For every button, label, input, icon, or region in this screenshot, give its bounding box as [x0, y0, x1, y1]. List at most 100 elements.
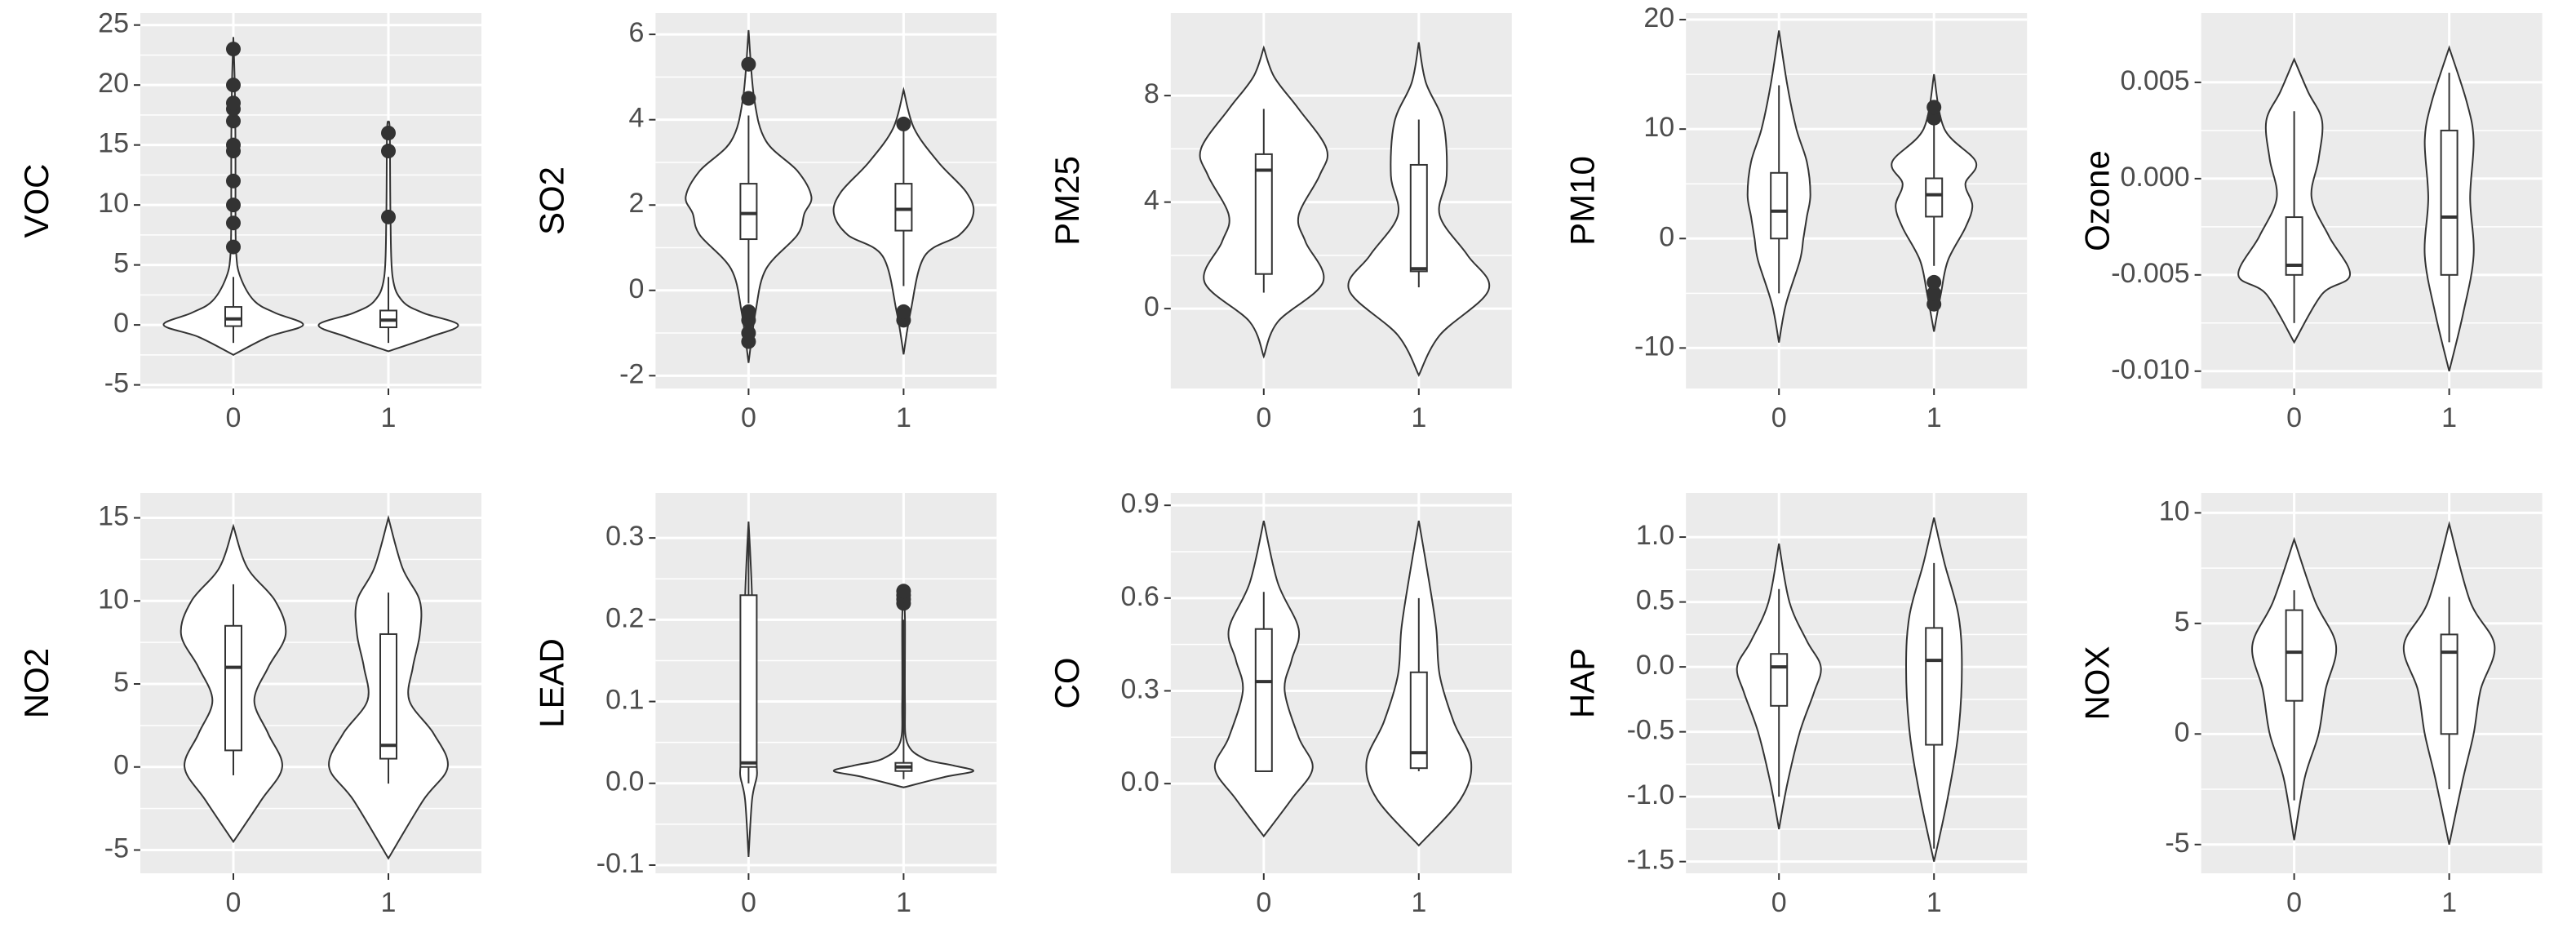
outlier — [1926, 296, 1942, 312]
y-tick-label: 5 — [113, 667, 129, 698]
outlier — [741, 91, 756, 106]
y-tick-label: -1.5 — [1627, 845, 1675, 876]
y-tick-label: 15 — [98, 501, 129, 532]
box — [2285, 609, 2303, 702]
y-tick-label: 0 — [628, 273, 644, 304]
y-tick-label: -0.5 — [1627, 715, 1675, 746]
y-tick-label: 2 — [628, 188, 644, 219]
violin — [317, 120, 459, 353]
box — [739, 594, 758, 768]
box — [2440, 129, 2459, 276]
panel-background — [1170, 493, 1512, 873]
x-tick-label: 0 — [741, 887, 756, 918]
y-tick-label: 8 — [1144, 78, 1159, 109]
y-tick-label: -2 — [619, 358, 644, 389]
x-tick-label: 1 — [2441, 402, 2457, 433]
box — [1770, 653, 1789, 707]
outlier — [226, 95, 241, 111]
box — [1770, 171, 1789, 240]
panel-background — [1686, 493, 2028, 873]
y-tick-label: 10 — [2159, 495, 2190, 526]
outlier — [381, 209, 396, 224]
y-axis-label: PM25 — [1048, 156, 1086, 246]
y-tick-label: 0.0 — [605, 766, 644, 797]
y-tick-label: 20 — [1643, 2, 1674, 33]
panel-background — [1686, 13, 2028, 388]
panel: -0.010 -0.005 0.000 0.005 0 1 Ozone — [2078, 13, 2543, 433]
y-tick-label: 0.0 — [1636, 650, 1674, 681]
outlier — [226, 78, 241, 93]
x-tick-label: 0 — [1771, 402, 1787, 433]
y-tick-label: 5 — [2175, 606, 2190, 637]
y-tick-label: 0.2 — [605, 602, 644, 633]
y-tick-label: -0.1 — [596, 848, 645, 879]
outlier — [226, 113, 241, 129]
outlier — [226, 137, 241, 153]
panel: -5 0 5 10 15 20 25 0 1 VOC — [17, 8, 481, 433]
x-tick-label: 1 — [381, 887, 397, 918]
y-tick-label: 4 — [628, 103, 644, 134]
outlier — [741, 56, 756, 72]
x-tick-label: 1 — [1411, 887, 1426, 918]
panel: -10 0 10 20 0 1 PM10 — [1563, 2, 2028, 433]
y-tick-label: -0.005 — [2111, 258, 2189, 289]
y-tick-label: 0 — [1659, 221, 1674, 252]
x-tick-label: 0 — [226, 402, 242, 433]
y-axis-label: PM10 — [1563, 156, 1601, 246]
x-tick-label: 0 — [226, 887, 242, 918]
y-tick-label: 0.000 — [2121, 162, 2190, 193]
box — [1409, 671, 1428, 770]
box — [1254, 153, 1273, 275]
outlier — [226, 173, 241, 189]
outlier — [741, 326, 756, 341]
y-axis-label: HAP — [1563, 648, 1601, 718]
y-tick-label: 0 — [113, 308, 129, 339]
x-tick-label: 1 — [896, 887, 911, 918]
y-axis-label: CO — [1048, 658, 1086, 709]
panel: -1.5 -1.0 -0.5 0.0 0.5 1.0 0 1 HAP — [1563, 493, 2028, 918]
panel: -0.1 0.0 0.1 0.2 0.3 0 1 LEAD — [532, 493, 997, 918]
y-tick-label: 0.0 — [1121, 766, 1159, 797]
y-axis-label: SO2 — [532, 166, 570, 235]
box — [379, 633, 397, 760]
y-tick-label: 6 — [628, 17, 644, 48]
outlier — [1926, 100, 1942, 115]
y-tick-label: 0.1 — [605, 685, 644, 716]
x-tick-label: 1 — [381, 402, 397, 433]
y-axis-label: VOC — [17, 163, 55, 238]
outlier — [1926, 286, 1942, 301]
panel-background — [2201, 13, 2543, 388]
outlier — [381, 125, 396, 140]
y-tick-label: 0.6 — [1121, 581, 1159, 612]
outlier — [381, 144, 396, 159]
panel: -5 0 5 10 0 1 NOX — [2078, 493, 2543, 918]
violin — [162, 37, 304, 356]
y-tick-label: -5 — [104, 368, 129, 399]
panel: -5 0 5 10 15 0 1 NO2 — [17, 493, 481, 918]
box — [2285, 216, 2303, 276]
box — [1254, 628, 1273, 772]
outlier — [896, 584, 911, 599]
x-tick-label: 1 — [2441, 887, 2457, 918]
y-tick-label: 5 — [113, 248, 129, 279]
outlier — [226, 198, 241, 213]
y-tick-label: 0 — [1144, 291, 1159, 322]
y-tick-label: -5 — [104, 832, 129, 863]
y-axis-label: NOX — [2078, 646, 2117, 720]
panel: 0.0 0.3 0.6 0.9 0 1 CO — [1048, 488, 1512, 918]
panel: 0 4 8 0 1 PM25 — [1048, 13, 1512, 433]
box — [894, 183, 913, 232]
x-tick-label: 0 — [741, 402, 756, 433]
outlier — [741, 304, 756, 319]
y-tick-label: 4 — [1144, 185, 1159, 216]
y-tick-label: 25 — [98, 8, 129, 39]
y-axis-label: NO2 — [17, 648, 55, 718]
y-tick-label: -5 — [2165, 828, 2189, 859]
y-axis-label: LEAD — [532, 638, 570, 728]
x-tick-label: 0 — [1256, 887, 1271, 918]
outlier — [226, 215, 241, 231]
outlier — [1926, 110, 1942, 126]
x-tick-label: 0 — [2286, 887, 2302, 918]
y-tick-label: -1.0 — [1627, 779, 1675, 810]
